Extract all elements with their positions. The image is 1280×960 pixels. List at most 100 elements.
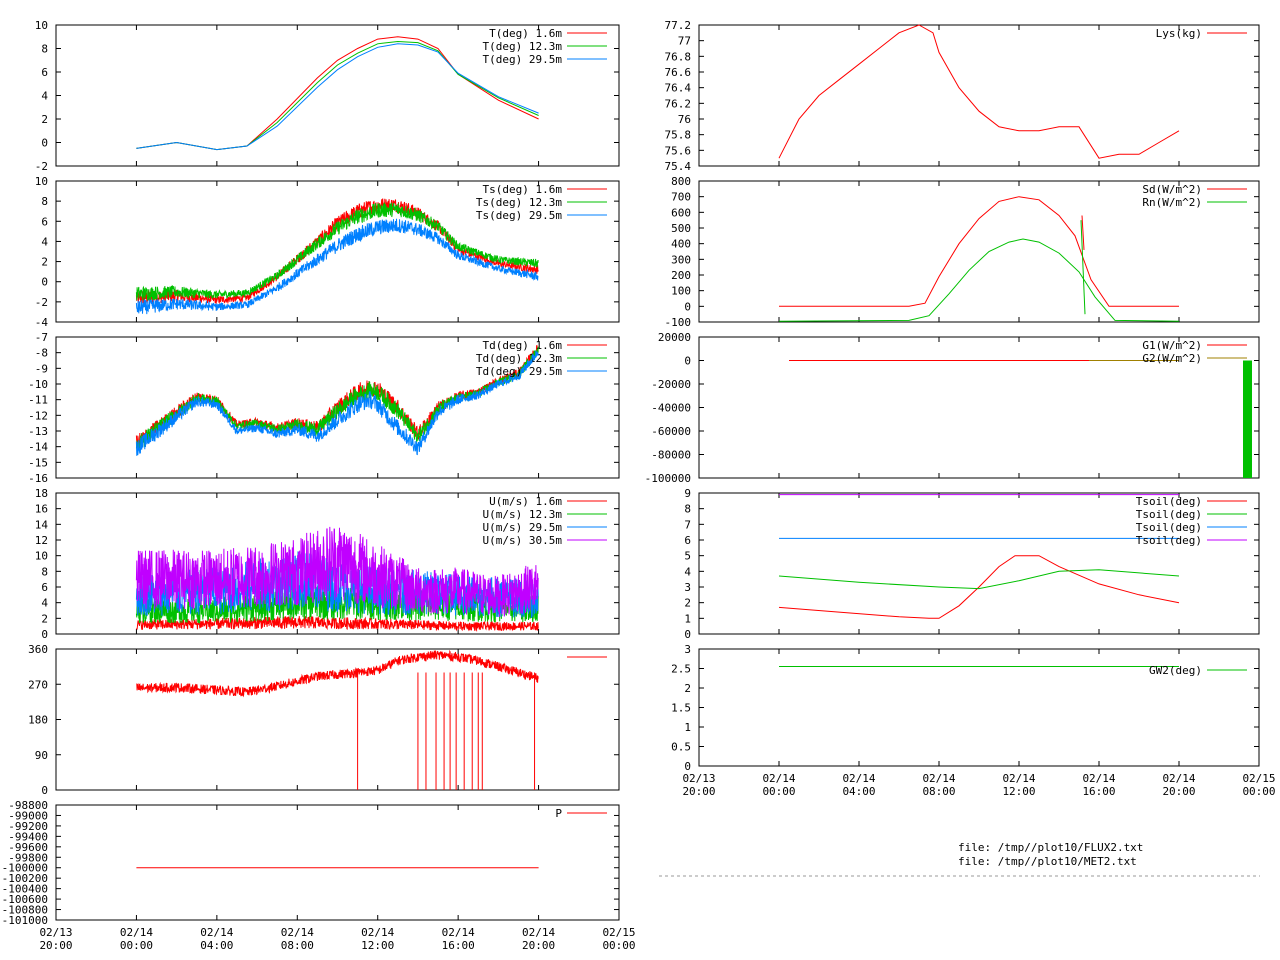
y-tick-label: 18 — [35, 487, 48, 500]
sd-spike — [1081, 215, 1085, 250]
y-tick-label: 4 — [41, 597, 48, 610]
legend-label: Ts(deg) 29.5m — [476, 209, 562, 222]
legend-label: Ts(deg) 1.6m — [483, 183, 563, 196]
series-line-1 — [135, 346, 539, 451]
panel-g: -100000 -80000 -60000 -40000 -20000 0 20000 G1(… — [645, 331, 1260, 485]
legend-label: Td(deg) 1.6m — [483, 339, 563, 352]
x-tick-date: 02/14 — [200, 926, 233, 939]
y-tick-label: -4 — [35, 316, 49, 329]
y-tick-label: 77.2 — [665, 19, 692, 32]
y-tick-label: 6 — [41, 215, 48, 228]
y-tick-label: 1 — [684, 612, 691, 625]
legend-label: Td(deg) 12.3m — [476, 352, 562, 365]
y-tick-label: 76.2 — [665, 97, 692, 110]
panel-t: -2 0 2 4 6 8 10 T(deg) 1.6mT(deg) 12.3mT(deg) 2… — [35, 19, 620, 173]
panel-frame — [55, 336, 620, 479]
x-tick-time: 20:00 — [522, 939, 555, 952]
x-tick-time: 00:00 — [1242, 785, 1275, 798]
g2-drop-bar — [1246, 360, 1249, 478]
legend-label: T(deg) 1.6m — [489, 27, 562, 40]
y-tick-label: -100400 — [2, 883, 48, 896]
y-tick-label: 4 — [41, 90, 48, 103]
panel-frame — [55, 804, 620, 921]
y-tick-label: -99400 — [8, 830, 48, 843]
y-tick-label: 1 — [684, 721, 691, 734]
x-tick-date: 02/14 — [522, 926, 555, 939]
series-line-2 — [136, 43, 539, 151]
y-tick-label: 0 — [41, 628, 48, 641]
y-tick-label: -15 — [28, 456, 48, 469]
series-line-2 — [135, 218, 539, 315]
x-tick-date: 02/14 — [281, 926, 314, 939]
series-line-0 — [778, 555, 1180, 619]
y-tick-label: 5 — [684, 550, 691, 563]
y-tick-label: 2 — [684, 682, 691, 695]
legend-label: T(deg) 29.5m — [483, 53, 563, 66]
x-tick-date: 02/14 — [361, 926, 394, 939]
legend-label: Tsoil(deg) — [1136, 508, 1202, 521]
y-tick-label: 3 — [684, 643, 691, 656]
x-tick-date: 02/15 — [1242, 772, 1275, 785]
panel-frame — [698, 180, 1260, 323]
x-tick-date: 02/13 — [682, 772, 715, 785]
y-tick-label: 4 — [684, 565, 691, 578]
y-tick-label: -99200 — [8, 820, 48, 833]
legend-label: T(deg) 12.3m — [483, 40, 563, 53]
series-line-0 — [135, 615, 539, 632]
y-tick-label: -99000 — [8, 809, 48, 822]
y-tick-label: 76.6 — [665, 66, 692, 79]
x-tick-time: 12:00 — [1002, 785, 1035, 798]
y-tick-label: 8 — [41, 565, 48, 578]
legend-label: Sd(W/m^2) — [1142, 183, 1202, 196]
y-tick-label: 8 — [41, 43, 48, 56]
y-tick-label: 400 — [671, 238, 691, 251]
y-tick-label: -100000 — [645, 472, 691, 485]
y-tick-label: 75.8 — [665, 129, 692, 142]
y-tick-label: 7 — [684, 518, 691, 531]
x-tick-time: 00:00 — [762, 785, 795, 798]
series-line-3 — [135, 526, 539, 617]
x-tick-date: 02/14 — [1162, 772, 1195, 785]
panel-tsoil: 0123456789Tsoil(deg)Tsoil(deg)Tsoil(deg)… — [684, 487, 1260, 641]
y-tick-label: 2 — [684, 597, 691, 610]
panel-frame — [55, 492, 620, 635]
y-tick-label: 2.5 — [671, 663, 691, 676]
x-tick-date: 02/14 — [442, 926, 475, 939]
series-line-1 — [778, 569, 1180, 590]
legend-label: Lys(kg) — [1156, 27, 1202, 40]
legend-label: U(m/s) 1.6m — [489, 495, 562, 508]
y-tick-label: 10 — [35, 175, 48, 188]
y-tick-label: -14 — [28, 441, 48, 454]
y-tick-label: 3 — [684, 581, 691, 594]
y-tick-label: -12 — [28, 409, 48, 422]
y-tick-label: -9 — [35, 362, 48, 375]
legend-label: Ts(deg) 12.3m — [476, 196, 562, 209]
y-tick-label: -20000 — [651, 378, 691, 391]
y-tick-label: 10 — [35, 550, 48, 563]
y-tick-label: 14 — [35, 518, 49, 531]
series-line-1 — [135, 584, 539, 624]
panel-td: -16-15-14-13-12-11-10-9-8-7Td(deg) 1.6mT… — [28, 331, 620, 485]
y-tick-label: 200 — [671, 269, 691, 282]
y-tick-label: 6 — [41, 66, 48, 79]
legend-label: G1(W/m^2) — [1142, 339, 1202, 352]
y-tick-label: 500 — [671, 222, 691, 235]
y-tick-label: -2 — [35, 296, 48, 309]
panel-p: -101000-100800-100600-100400-100200-1000… — [2, 799, 636, 952]
y-tick-label: 0 — [41, 276, 48, 289]
y-tick-label: 0 — [684, 300, 691, 313]
x-tick-date: 02/14 — [120, 926, 153, 939]
g2-drop-bar — [1243, 360, 1246, 478]
y-tick-label: 90 — [35, 749, 48, 762]
x-tick-time: 20:00 — [39, 939, 72, 952]
y-tick-label: -7 — [35, 331, 48, 344]
y-tick-label: -16 — [28, 472, 48, 485]
y-tick-label: 800 — [671, 175, 691, 188]
y-tick-label: 12 — [35, 534, 48, 547]
y-tick-label: 0 — [41, 784, 48, 797]
x-tick-time: 16:00 — [1082, 785, 1115, 798]
x-tick-time: 16:00 — [442, 939, 475, 952]
